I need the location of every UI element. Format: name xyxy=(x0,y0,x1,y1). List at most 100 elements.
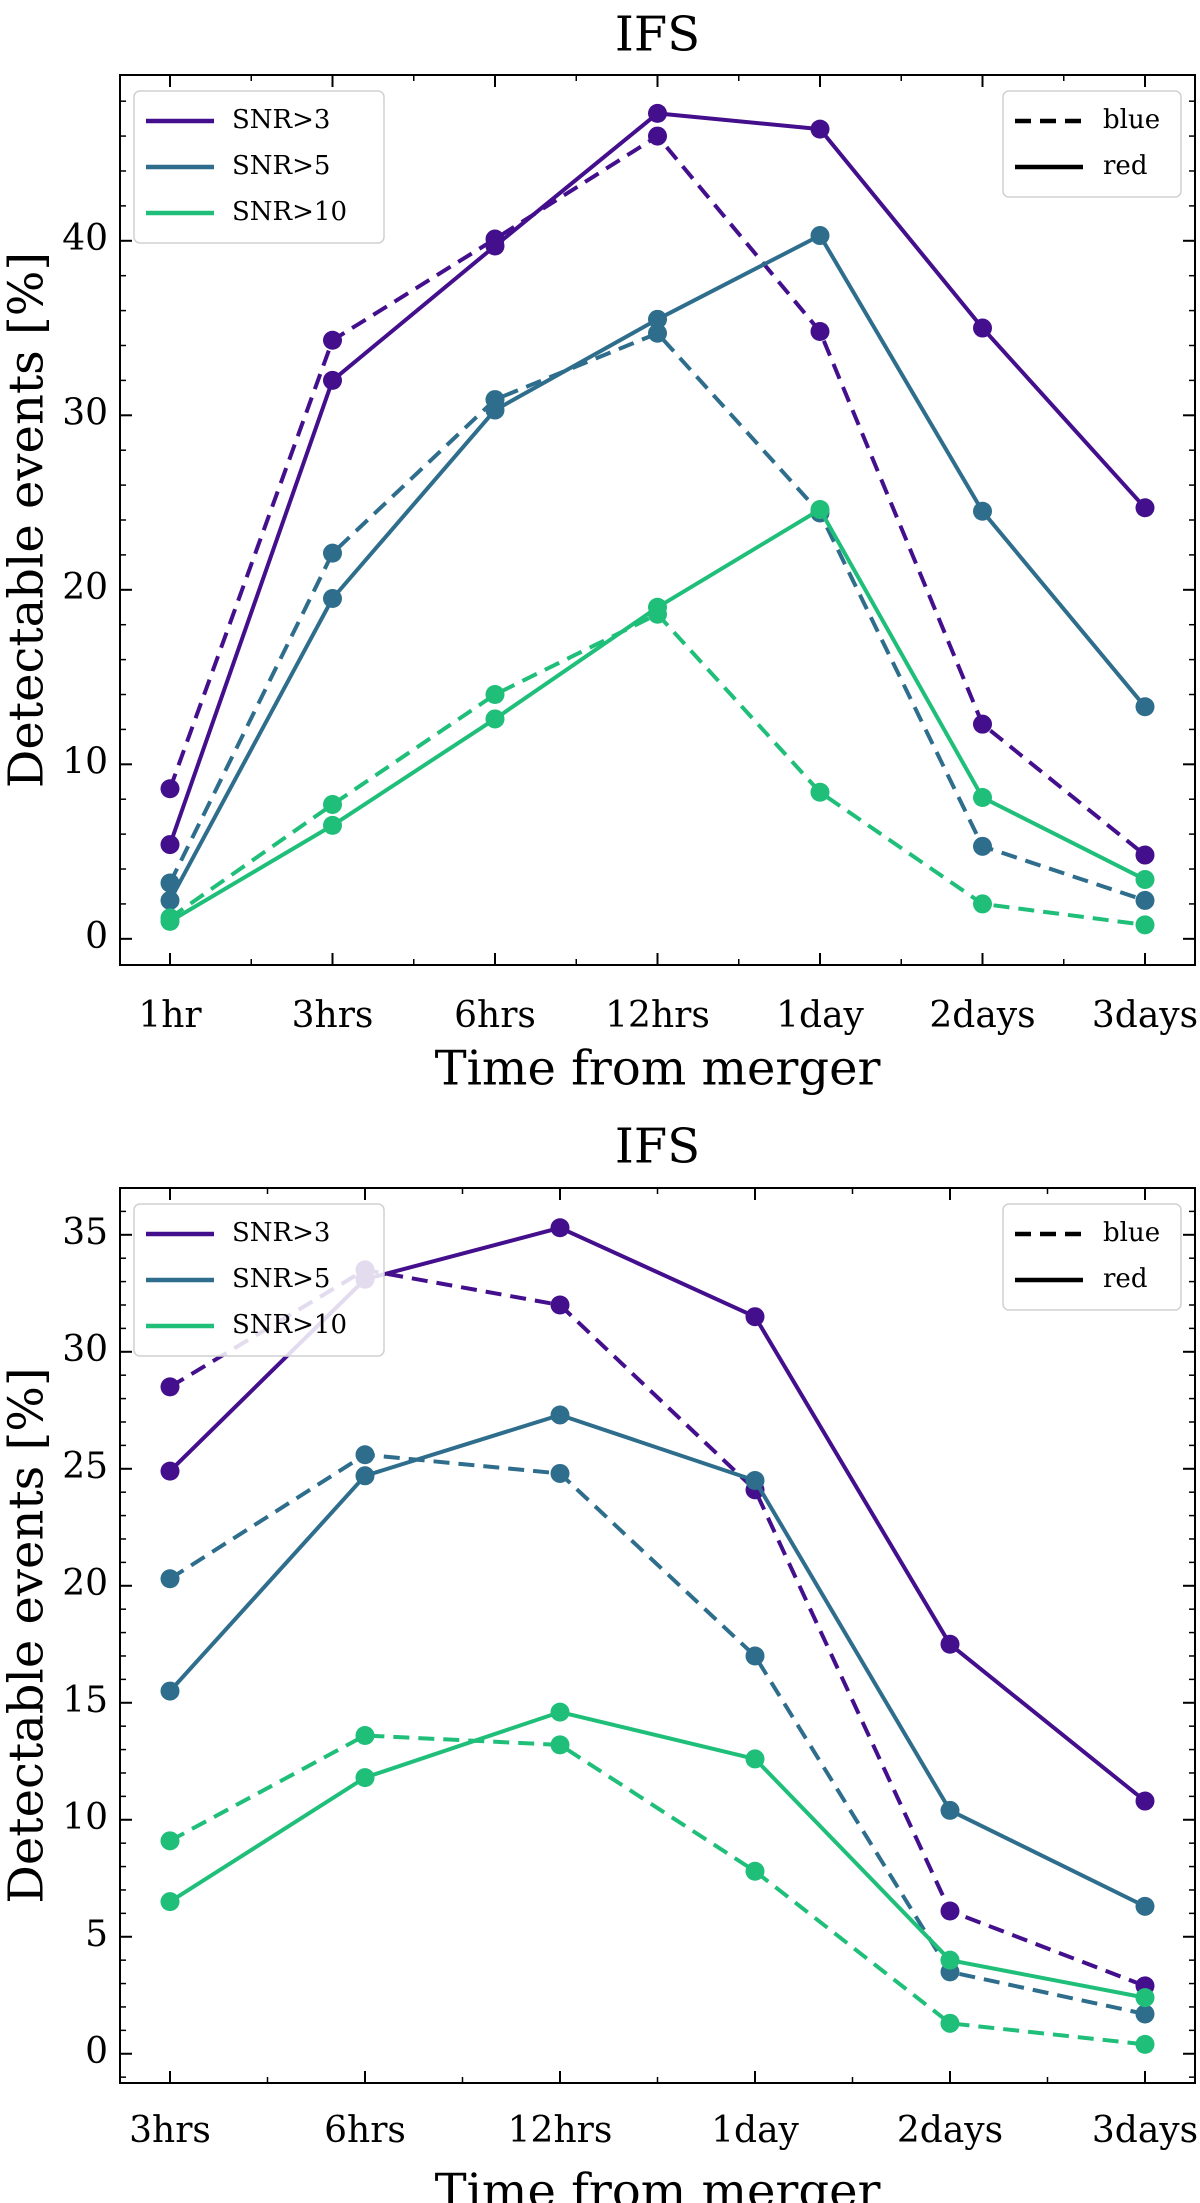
y-tick-label: 15 xyxy=(62,1680,108,1721)
data-point xyxy=(1135,498,1155,518)
data-point xyxy=(940,1901,960,1921)
data-point xyxy=(323,330,342,350)
series-snrgt10-red xyxy=(160,1702,1155,2008)
data-point xyxy=(745,1307,765,1327)
y-tick-label: 40 xyxy=(62,218,108,259)
x-tick-label: 12hrs xyxy=(605,995,710,1036)
snr-legend: SNR>3 SNR>5 SNR>10 xyxy=(133,90,385,244)
data-point xyxy=(973,836,992,856)
data-point xyxy=(550,1735,570,1755)
snr-legend-box xyxy=(133,90,385,244)
series-line xyxy=(168,507,1146,924)
data-point xyxy=(355,1445,375,1465)
chart-title: IFS xyxy=(615,1119,700,1175)
y-tick-label: 0 xyxy=(85,916,108,957)
chart-title: IFS xyxy=(615,7,700,63)
data-point xyxy=(1135,845,1155,865)
legend-label: SNR>3 xyxy=(232,105,330,135)
series-snrgt5-blue xyxy=(160,1445,1155,2024)
x-tick-label: 12hrs xyxy=(508,2110,613,2151)
data-point xyxy=(323,589,342,609)
data-point xyxy=(160,1569,180,1589)
series-snrgt10-red xyxy=(160,500,1155,931)
data-point xyxy=(160,873,180,893)
legend-label: SNR>5 xyxy=(232,1264,330,1294)
x-tick-label: 6hrs xyxy=(454,995,536,1036)
data-point xyxy=(1135,1896,1155,1916)
y-tick-label: 20 xyxy=(62,567,108,608)
data-point xyxy=(1135,1988,1155,2008)
x-tick-label: 1day xyxy=(776,995,864,1036)
style-legend-box xyxy=(1002,1203,1182,1311)
data-point xyxy=(323,543,342,563)
legend-label: blue xyxy=(1103,105,1160,135)
series-snrgt3-blue xyxy=(160,1260,1155,1996)
data-point xyxy=(160,890,180,910)
data-point xyxy=(160,1831,180,1851)
legend-label: SNR>3 xyxy=(232,1218,330,1248)
x-tick-label: 2days xyxy=(897,2110,1003,2151)
data-point xyxy=(1135,2034,1155,2054)
data-point xyxy=(973,501,992,521)
y-tick-label: 0 xyxy=(85,2031,108,2072)
data-point xyxy=(550,1405,570,1425)
y-tick-label: 30 xyxy=(62,1329,108,1370)
data-point xyxy=(160,1681,180,1701)
data-point xyxy=(355,1768,375,1788)
data-point xyxy=(160,779,180,799)
y-axis-label: Detectable events [%] xyxy=(0,1367,55,1903)
data-point xyxy=(973,894,992,914)
data-point xyxy=(745,1861,765,1881)
x-tick-label: 3days xyxy=(1092,2110,1198,2151)
style-legend: blue red xyxy=(1002,1203,1182,1311)
series-snrgt10-blue xyxy=(160,1726,1155,2054)
data-point xyxy=(1135,2004,1155,2024)
data-point xyxy=(810,119,830,139)
data-point xyxy=(550,1702,570,1722)
data-point xyxy=(1135,915,1155,935)
series-line xyxy=(169,1733,1146,2047)
data-point xyxy=(323,370,342,390)
data-point xyxy=(485,229,505,249)
data-point xyxy=(1135,697,1155,717)
data-point xyxy=(648,103,667,123)
x-tick-label: 3days xyxy=(1092,995,1198,1036)
y-tick-label: 30 xyxy=(62,392,108,433)
data-point xyxy=(550,1295,570,1315)
legend-label: red xyxy=(1103,151,1147,181)
x-axis-label: Time from merger xyxy=(435,1041,881,1097)
data-point xyxy=(745,1749,765,1769)
data-point xyxy=(810,782,830,802)
x-tick-label: 6hrs xyxy=(324,2110,406,2151)
data-point xyxy=(940,1800,960,1820)
series-snrgt5-red xyxy=(160,226,1155,910)
data-point xyxy=(550,1218,570,1238)
series-line xyxy=(168,1710,1146,2000)
style-legend: blue red xyxy=(1002,90,1182,198)
data-point xyxy=(940,1950,960,1970)
series-line xyxy=(168,1267,1146,1988)
data-point xyxy=(1135,869,1155,889)
data-point xyxy=(745,1470,765,1490)
legend-label: SNR>10 xyxy=(232,197,347,227)
legend-label: red xyxy=(1103,1264,1147,1294)
y-tick-label: 25 xyxy=(62,1446,108,1487)
data-point xyxy=(355,1466,375,1486)
data-point xyxy=(940,1634,960,1654)
data-point xyxy=(648,604,667,624)
series-snrgt5-red xyxy=(160,1405,1155,1916)
legend-label: blue xyxy=(1103,1218,1160,1248)
data-point xyxy=(973,787,992,807)
x-tick-label: 1day xyxy=(711,2110,799,2151)
legend-label: SNR>10 xyxy=(232,1310,347,1340)
data-point xyxy=(1135,890,1155,910)
data-point xyxy=(648,309,667,329)
series-line xyxy=(168,134,1147,857)
legend-label: SNR>5 xyxy=(232,151,330,181)
x-tick-label: 1hr xyxy=(138,995,202,1036)
data-point xyxy=(323,794,342,814)
x-axis-label: Time from merger xyxy=(435,2164,881,2203)
y-tick-label: 5 xyxy=(85,1914,108,1955)
y-axis-label: Detectable events [%] xyxy=(0,252,55,788)
